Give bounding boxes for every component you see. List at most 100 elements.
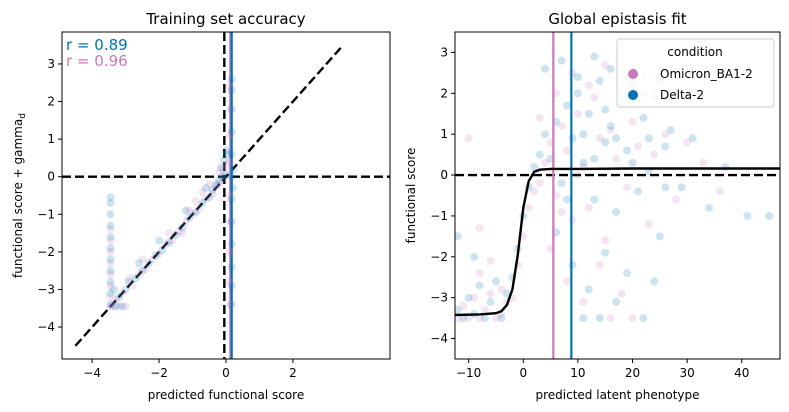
panel2-point-s0-19 bbox=[541, 158, 550, 167]
panel2-x-tick-label-10: 10 bbox=[570, 366, 585, 380]
panel2-point-s0-52 bbox=[579, 297, 588, 306]
panel1-x-axis-label: predicted functional score bbox=[148, 388, 305, 402]
panel1-point-s1-36 bbox=[222, 146, 230, 155]
panel2-point-s1-26 bbox=[595, 77, 604, 86]
panel1-point-s0-29 bbox=[198, 187, 207, 196]
panel1-point-s0-12 bbox=[128, 281, 137, 290]
panel1-point-s0-13 bbox=[134, 270, 143, 279]
panel1-point-s1-31 bbox=[218, 172, 227, 181]
panel2-y-tick-label--1: −1 bbox=[430, 209, 448, 223]
panel2-point-s1-66 bbox=[562, 195, 571, 204]
panel2-fit-curve bbox=[455, 167, 780, 317]
panel2-point-s1-5 bbox=[481, 314, 490, 323]
panel2-point-s1-57 bbox=[601, 248, 610, 257]
panel1-point-s0-48 bbox=[226, 300, 235, 309]
panel2-point-s0-55 bbox=[628, 314, 637, 323]
panel2-point-s0-2 bbox=[464, 314, 473, 323]
panel2-point-s1-44 bbox=[743, 211, 752, 220]
panel1-point-s0-47 bbox=[226, 82, 235, 91]
panel1-point-s1-23 bbox=[178, 223, 187, 232]
panel2-point-s0-42 bbox=[683, 138, 692, 147]
panel1-point-s1-51 bbox=[227, 105, 236, 114]
panel2-point-s1-16 bbox=[541, 130, 550, 139]
panel1-point-s1-19 bbox=[151, 251, 160, 260]
panel2-point-s0-35 bbox=[628, 117, 637, 126]
panel1-point-s0-46 bbox=[226, 105, 235, 114]
panel2-point-s1-4 bbox=[475, 281, 484, 290]
legend-box bbox=[616, 38, 775, 108]
panel2-point-s0-34 bbox=[623, 183, 632, 192]
panel2-point-s1-60 bbox=[639, 314, 648, 323]
panel1-point-s1-9 bbox=[106, 199, 115, 208]
panel2-point-s0-12 bbox=[497, 285, 506, 294]
panel1-y-axis-label-main: functional score + gamma bbox=[11, 119, 25, 278]
panel2-y-tick-label-2: 2 bbox=[440, 86, 448, 100]
panel2-point-s1-70 bbox=[612, 134, 621, 143]
panel2-point-s1-40 bbox=[677, 183, 686, 192]
panel1-point-s1-11 bbox=[111, 302, 120, 311]
panel2-point-s1-1 bbox=[459, 314, 468, 323]
panel1-x-tick-label--2: −2 bbox=[150, 366, 168, 380]
panel2-x-tick-label-30: 30 bbox=[680, 366, 695, 380]
panel1-point-s1-15 bbox=[124, 277, 133, 286]
panel1-y-tick-label-2: 2 bbox=[47, 95, 55, 109]
panel1-point-s0-44 bbox=[226, 157, 235, 166]
panel2-point-s1-42 bbox=[704, 203, 713, 212]
panel2-point-s0-31 bbox=[606, 126, 615, 135]
panel2-point-s1-25 bbox=[590, 195, 599, 204]
panel1-x-tick-label-0: 0 bbox=[222, 366, 230, 380]
panel1-point-s1-48 bbox=[227, 172, 236, 181]
panel1-point-s0-34 bbox=[111, 296, 120, 305]
panel1-point-s1-35 bbox=[223, 150, 232, 159]
panel1-point-s0-38 bbox=[218, 165, 227, 174]
legend-swatch-omicron bbox=[628, 69, 638, 79]
panel2-point-s1-64 bbox=[455, 232, 462, 241]
panel2-point-s0-1 bbox=[459, 301, 468, 310]
panel1-point-s1-26 bbox=[198, 199, 207, 208]
panel2-y-tick-label-3: 3 bbox=[440, 45, 448, 59]
panel1-point-s0-15 bbox=[148, 255, 157, 264]
panel2-x-ticks: −10 0 10 20 30 40 bbox=[456, 359, 749, 380]
panel2-point-s0-56 bbox=[606, 314, 615, 323]
panel1-point-s0-11 bbox=[118, 289, 127, 298]
panel1-y-axis-label-subscript: d bbox=[18, 113, 28, 119]
panel1-point-s0-17 bbox=[161, 240, 170, 249]
panel2-point-s1-24 bbox=[584, 109, 593, 118]
panel2-point-s1-38 bbox=[661, 142, 670, 151]
panel2-point-s0-29 bbox=[595, 134, 604, 143]
panel1-point-s1-2 bbox=[106, 277, 115, 286]
panel2-point-s1-39 bbox=[666, 126, 675, 135]
panel1-point-s1-18 bbox=[145, 259, 154, 268]
panel2-y-tick-label-0: 0 bbox=[440, 168, 448, 182]
panel2-title: Global epistasis fit bbox=[548, 10, 686, 28]
panel1-point-s0-30 bbox=[191, 197, 200, 206]
panel2-point-s1-49 bbox=[590, 52, 599, 61]
panel1-point-s1-14 bbox=[121, 285, 130, 294]
panel1-y-tick-label--3: −3 bbox=[37, 282, 55, 296]
panel2-point-s1-62 bbox=[595, 314, 604, 323]
panel1-point-s1-43 bbox=[227, 281, 236, 290]
panel2-point-s1-31 bbox=[623, 146, 632, 155]
panel2-point-s0-6 bbox=[486, 289, 495, 298]
panel2-y-tick-label--4: −4 bbox=[430, 332, 448, 346]
panel2-point-s0-17 bbox=[530, 187, 539, 196]
panel2-point-s0-18 bbox=[535, 179, 544, 188]
panel1-point-s1-13 bbox=[114, 292, 123, 301]
panel1-y-tick-label--4: −4 bbox=[37, 320, 55, 334]
panel1-point-s1-45 bbox=[227, 240, 236, 249]
panel1-y-tick-label--1: −1 bbox=[37, 207, 55, 221]
panel1-point-s0-25 bbox=[211, 182, 220, 191]
panel2-point-s0-10 bbox=[475, 269, 484, 278]
panel1-point-s1-24 bbox=[185, 214, 194, 223]
panel2-point-s1-71 bbox=[628, 158, 637, 167]
panel2-point-s1-65 bbox=[470, 252, 479, 261]
panel1-point-s1-53 bbox=[227, 74, 236, 83]
panel1-point-s1-38 bbox=[155, 236, 164, 245]
panel1-y-axis-label: functional score + gammad bbox=[11, 113, 28, 278]
panel1-point-s0-7 bbox=[106, 225, 115, 234]
panel1-point-s0-10 bbox=[121, 302, 130, 311]
panel2-point-s1-6 bbox=[486, 297, 495, 306]
panel1-point-s1-16 bbox=[131, 274, 140, 283]
panel2-point-s1-20 bbox=[562, 101, 571, 110]
panel2-x-tick-label-40: 40 bbox=[734, 366, 749, 380]
